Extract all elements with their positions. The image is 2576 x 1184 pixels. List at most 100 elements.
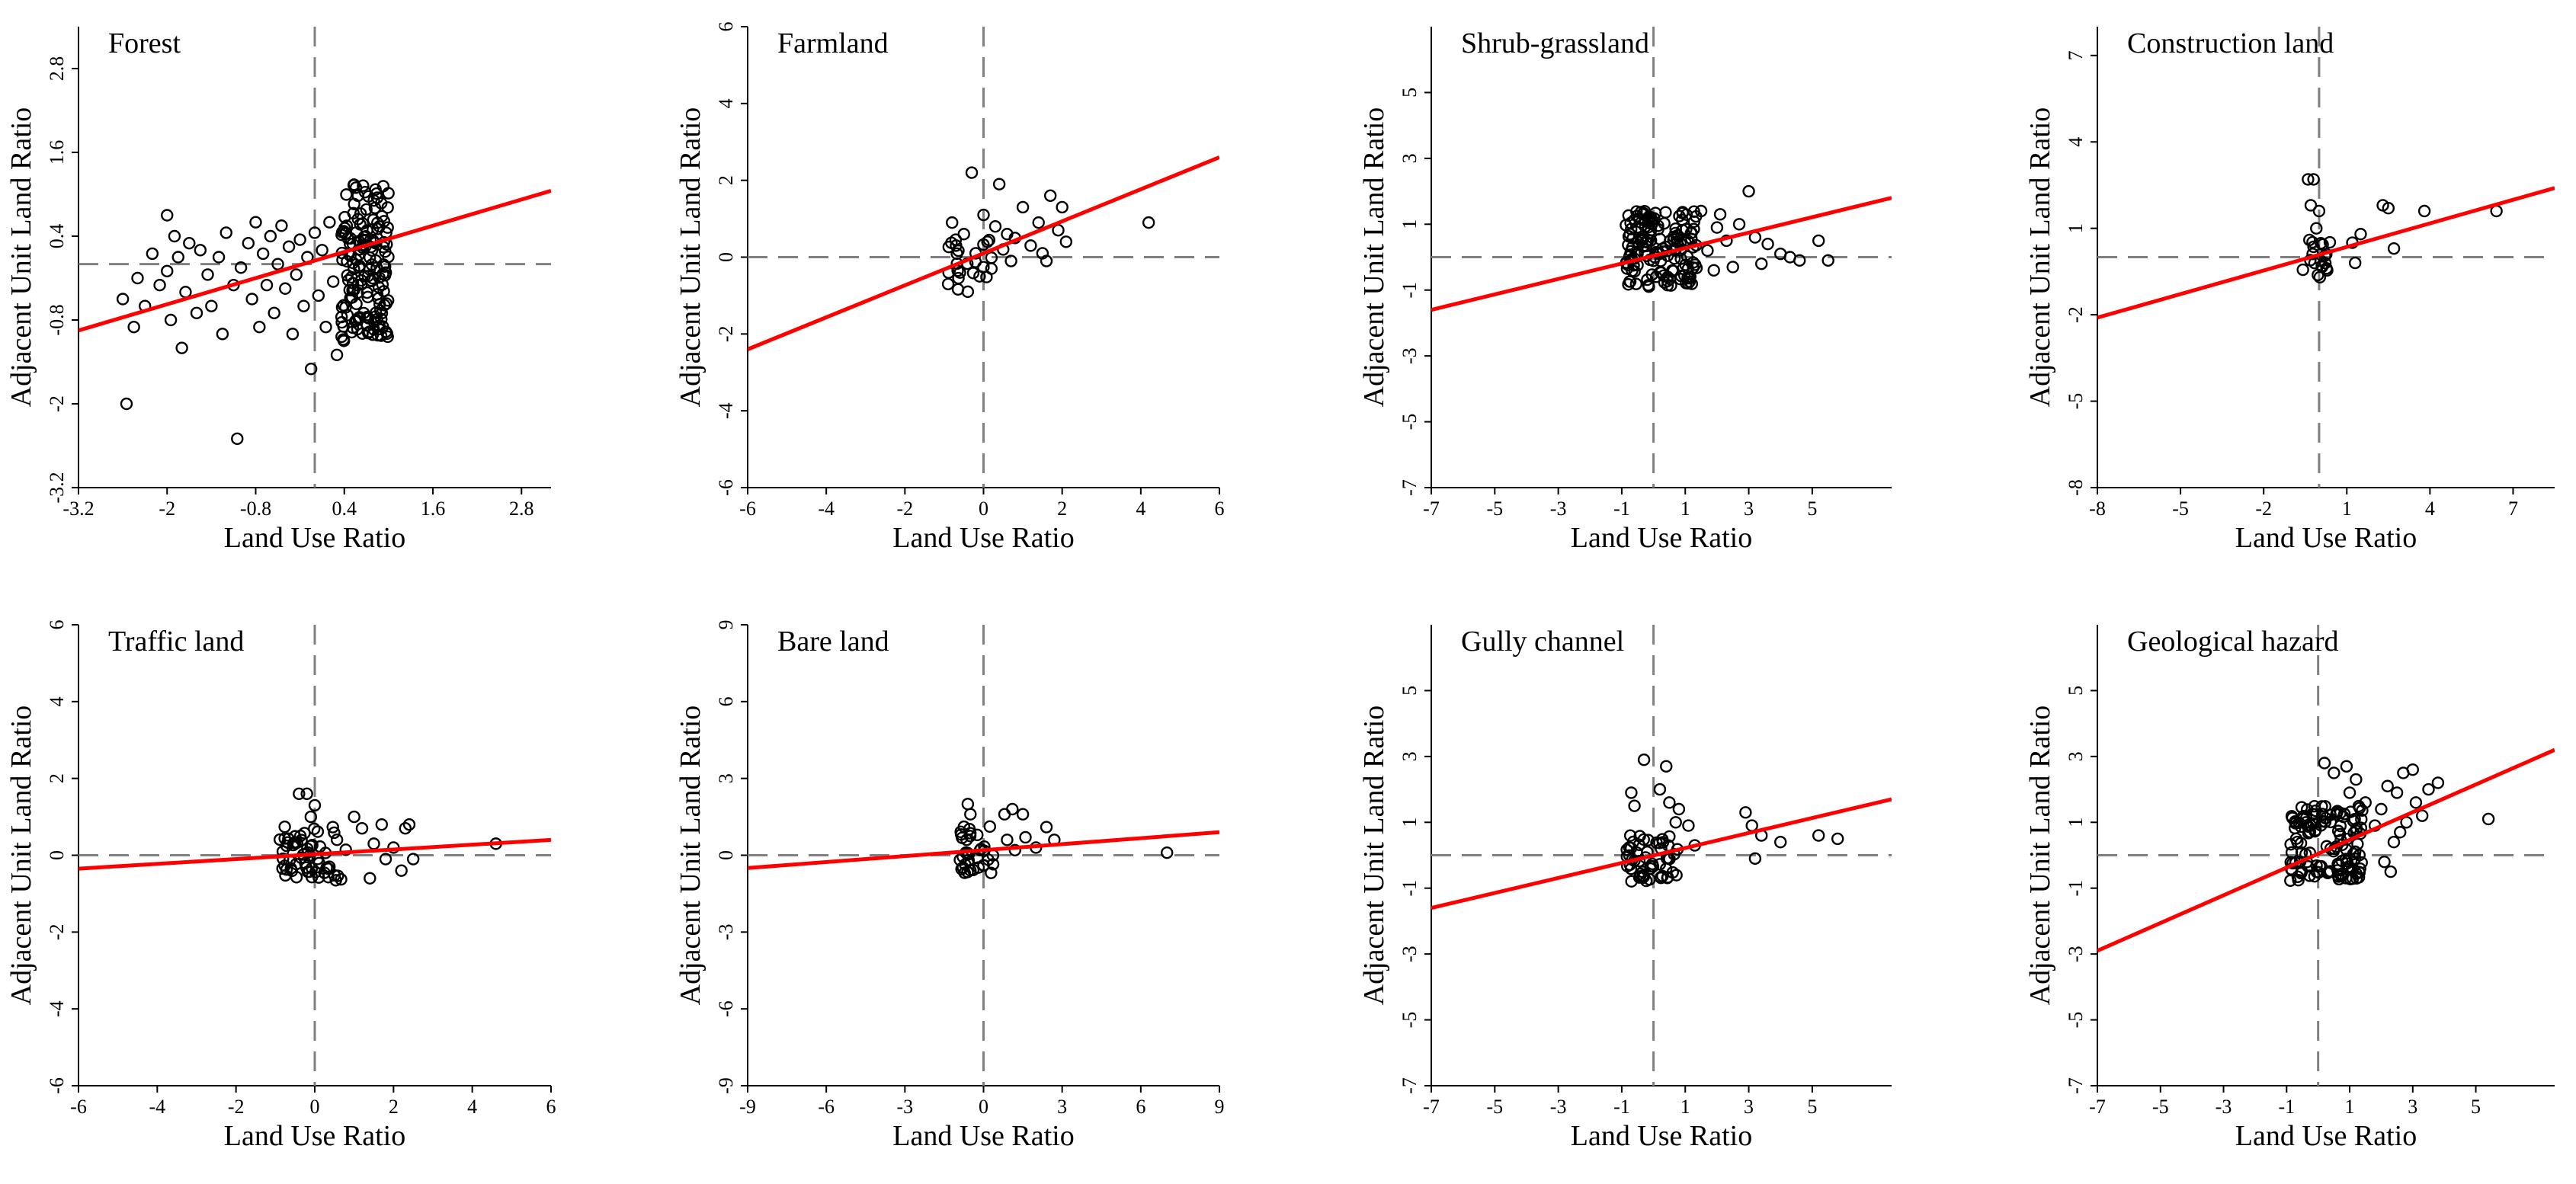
scatter-point xyxy=(2295,801,2308,814)
scatter-point xyxy=(358,270,371,283)
scatter-point xyxy=(1653,782,1667,796)
scatter-point xyxy=(1666,866,1679,879)
x-tick-label: -7 xyxy=(2089,1096,2106,1118)
scatter-point xyxy=(1032,216,1045,229)
x-axis-title: Land Use Ratio xyxy=(2235,1120,2417,1152)
plot-area xyxy=(78,27,551,488)
scatter-point xyxy=(363,325,376,338)
scatter-point xyxy=(2406,763,2419,776)
y-axis-title: Adjacent Unit Land Ratio xyxy=(5,706,37,1006)
scatter-point xyxy=(1642,279,1655,292)
scatter-point xyxy=(1635,216,1648,229)
y-tick-label: 0.4 xyxy=(46,224,68,249)
scatter-point xyxy=(275,219,288,232)
y-axis-title: Adjacent Unit Land Ratio xyxy=(2024,107,2056,408)
scatter-point xyxy=(951,283,965,296)
scatter-point xyxy=(2289,817,2302,830)
x-tick-label: -5 xyxy=(1486,1096,1503,1118)
panel-construction-land: -8 -5 -2 1 4 7 -8 -5 -2 1 4 7 Construction land Land … xyxy=(2024,27,2555,554)
scatter-point xyxy=(1644,859,1657,873)
scatter-point xyxy=(2307,173,2320,186)
scatter-point xyxy=(1812,234,1825,248)
scatter-point xyxy=(1040,821,1053,834)
scatter-point xyxy=(373,271,386,284)
scatter-point xyxy=(1016,808,1030,821)
scatter-point xyxy=(983,820,997,834)
scatter-point xyxy=(350,313,364,327)
scatter-point xyxy=(312,871,325,884)
y-tick-label: -6 xyxy=(46,1077,68,1094)
scatter-point xyxy=(358,186,372,199)
y-tick-label: -3 xyxy=(1399,946,1421,962)
panel-gully-channel: -7 -5 -3 -1 1 3 5 -7 -5 -3 -1 1 3 5 Gully channel Land … xyxy=(1358,625,1892,1152)
y-tick-label: -0.8 xyxy=(46,304,68,335)
x-axis-title: Land Use Ratio xyxy=(224,1120,406,1152)
scatter-point xyxy=(1658,216,1671,230)
scatter-point xyxy=(1739,806,1752,819)
y-tick-label: -9 xyxy=(715,1077,737,1094)
x-tick-label: -5 xyxy=(2172,498,2189,520)
plot-area xyxy=(1431,27,1892,488)
scatter-point xyxy=(2296,263,2309,277)
scatter-point xyxy=(335,872,348,886)
x-tick-label: 1 xyxy=(1680,498,1690,520)
scatter-point xyxy=(1669,816,1682,829)
scatter-point xyxy=(1006,802,1019,816)
scatter-point xyxy=(330,348,344,362)
scatter-point xyxy=(982,233,996,247)
scatter-point xyxy=(1676,206,1689,219)
scatter-point xyxy=(366,328,380,341)
scatter-point xyxy=(205,299,218,312)
x-tick-label: -3 xyxy=(1550,498,1567,520)
scatter-point xyxy=(1637,753,1651,766)
y-tick-label: -2 xyxy=(2065,306,2087,323)
x-tick-label: 6 xyxy=(1136,1096,1145,1118)
scatter-point xyxy=(374,197,388,210)
scatter-point xyxy=(2312,268,2324,282)
y-tick-label: 1 xyxy=(1399,219,1421,229)
y-tick-label: -1 xyxy=(1399,282,1421,299)
scatter-point xyxy=(1634,234,1648,248)
scatter-point xyxy=(1008,843,1021,856)
x-tick-label: 5 xyxy=(1807,1096,1817,1118)
scatter-point xyxy=(304,362,318,376)
y-tick-label: 4 xyxy=(715,98,737,108)
y-tick-label: -5 xyxy=(2065,393,2087,410)
y-tick-label: 4 xyxy=(46,696,68,706)
scatter-point xyxy=(231,432,244,446)
scatter-point xyxy=(286,328,300,341)
y-tick-label: 5 xyxy=(1399,88,1421,98)
scatter-point xyxy=(2384,865,2398,878)
y-axis-title: Adjacent Unit Land Ratio xyxy=(674,107,706,408)
scatter-point xyxy=(335,330,348,344)
scatter-point xyxy=(1040,254,1053,267)
scatter-point xyxy=(316,244,328,257)
y-tick-label: 0 xyxy=(715,252,737,262)
scatter-point xyxy=(360,203,373,216)
scatter-point xyxy=(950,247,963,261)
scatter-point xyxy=(980,270,993,283)
y-tick-label: -1 xyxy=(1399,880,1421,897)
scatter-point xyxy=(293,787,306,801)
scatter-point xyxy=(1624,245,1638,258)
scatter-point xyxy=(300,787,313,801)
x-tick-label: 7 xyxy=(2508,498,2518,520)
x-tick-label: 5 xyxy=(1807,498,1817,520)
scatter-point xyxy=(1043,189,1057,203)
scatter-point xyxy=(1622,230,1636,243)
scatter-point xyxy=(971,851,984,865)
scatter-point xyxy=(2353,802,2366,814)
scatter-point xyxy=(183,236,196,250)
plot-area xyxy=(2097,625,2555,1086)
scatter-point xyxy=(2431,776,2445,789)
scatter-point xyxy=(992,178,1006,190)
x-tick-label: -3 xyxy=(1550,1096,1567,1118)
x-tick-label: -4 xyxy=(818,498,835,520)
scatter-point xyxy=(175,341,188,354)
y-axis-title: Adjacent Unit Land Ratio xyxy=(674,706,706,1006)
scatter-point xyxy=(977,208,990,222)
scatter-point xyxy=(348,262,360,276)
x-tick-label: -5 xyxy=(1486,498,1503,520)
y-tick-label: 6 xyxy=(715,696,737,706)
